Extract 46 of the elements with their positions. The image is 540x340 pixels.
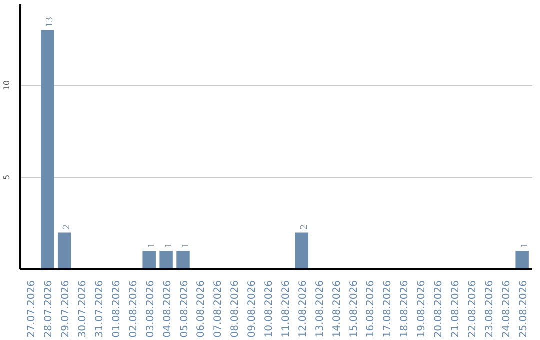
x-tick-label: 02.08.2026: [128, 280, 140, 338]
data-label: 2: [62, 224, 73, 230]
bar: [516, 251, 529, 270]
x-tick-label: 29.07.2026: [60, 280, 72, 338]
data-label: 1: [180, 243, 192, 248]
x-tick-label: 07.08.2026: [213, 280, 224, 338]
data-label: 13: [44, 17, 56, 28]
data-label: 1: [146, 243, 158, 248]
y-tick-label: 10: [2, 80, 12, 91]
x-tick-label: 11.08.2026: [280, 280, 292, 338]
x-tick-label: 19.08.2026: [416, 280, 428, 338]
x-tick-label: 06.08.2026: [196, 280, 208, 338]
x-tick-label: 22.08.2026: [467, 280, 478, 338]
data-label: 1: [163, 243, 174, 248]
x-tick-label: 05.08.2026: [179, 280, 190, 338]
x-tick-label: 25.08.2026: [518, 280, 530, 338]
x-tick-label: 17.08.2026: [382, 280, 394, 338]
x-tick-label: 21.08.2026: [450, 280, 462, 338]
x-tick-label: 24.08.2026: [501, 280, 512, 338]
x-tick-label: 01.08.2026: [111, 280, 122, 338]
y-tick-label: 5: [2, 174, 12, 180]
x-tick-label: 27.07.2026: [26, 280, 38, 338]
x-tick-label: 23.08.2026: [484, 280, 496, 338]
bar: [176, 251, 190, 270]
bar: [295, 232, 309, 270]
x-tick-label: 10.08.2026: [264, 280, 276, 338]
x-tick-label: 18.08.2026: [400, 280, 411, 338]
x-tick-label: 04.08.2026: [162, 280, 174, 338]
x-tick-label: 20.08.2026: [434, 280, 445, 338]
x-tick-label: 16.08.2026: [366, 280, 377, 338]
x-tick-label: 08.08.2026: [230, 280, 242, 338]
x-tick-label: 31.07.2026: [94, 280, 106, 338]
bar: [160, 251, 173, 270]
x-tick-label: 15.08.2026: [348, 280, 360, 338]
x-tick-label: 14.08.2026: [332, 280, 343, 338]
bar: [142, 251, 156, 270]
x-tick-label: 09.08.2026: [247, 280, 258, 338]
x-tick-label: 28.07.2026: [44, 280, 55, 338]
x-tick-label: 03.08.2026: [145, 280, 156, 338]
x-tick-label: 12.08.2026: [298, 280, 309, 338]
data-label: 2: [298, 224, 310, 230]
x-tick-label: 13.08.2026: [314, 280, 326, 338]
data-label: 1: [519, 243, 530, 248]
x-tick-label: 30.07.2026: [78, 280, 89, 338]
bar: [41, 30, 54, 270]
bar: [58, 232, 72, 270]
